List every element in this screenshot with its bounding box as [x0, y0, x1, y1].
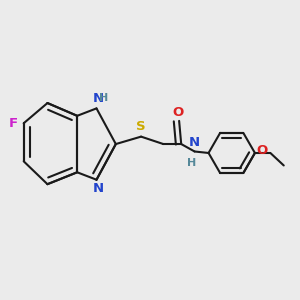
Text: O: O — [172, 106, 183, 119]
Text: F: F — [9, 117, 18, 130]
Text: N: N — [189, 136, 200, 148]
Text: O: O — [256, 143, 268, 157]
Text: N: N — [92, 182, 104, 195]
Text: N: N — [92, 92, 104, 105]
Text: S: S — [136, 120, 146, 133]
Text: H: H — [99, 93, 109, 103]
Text: H: H — [187, 158, 196, 168]
